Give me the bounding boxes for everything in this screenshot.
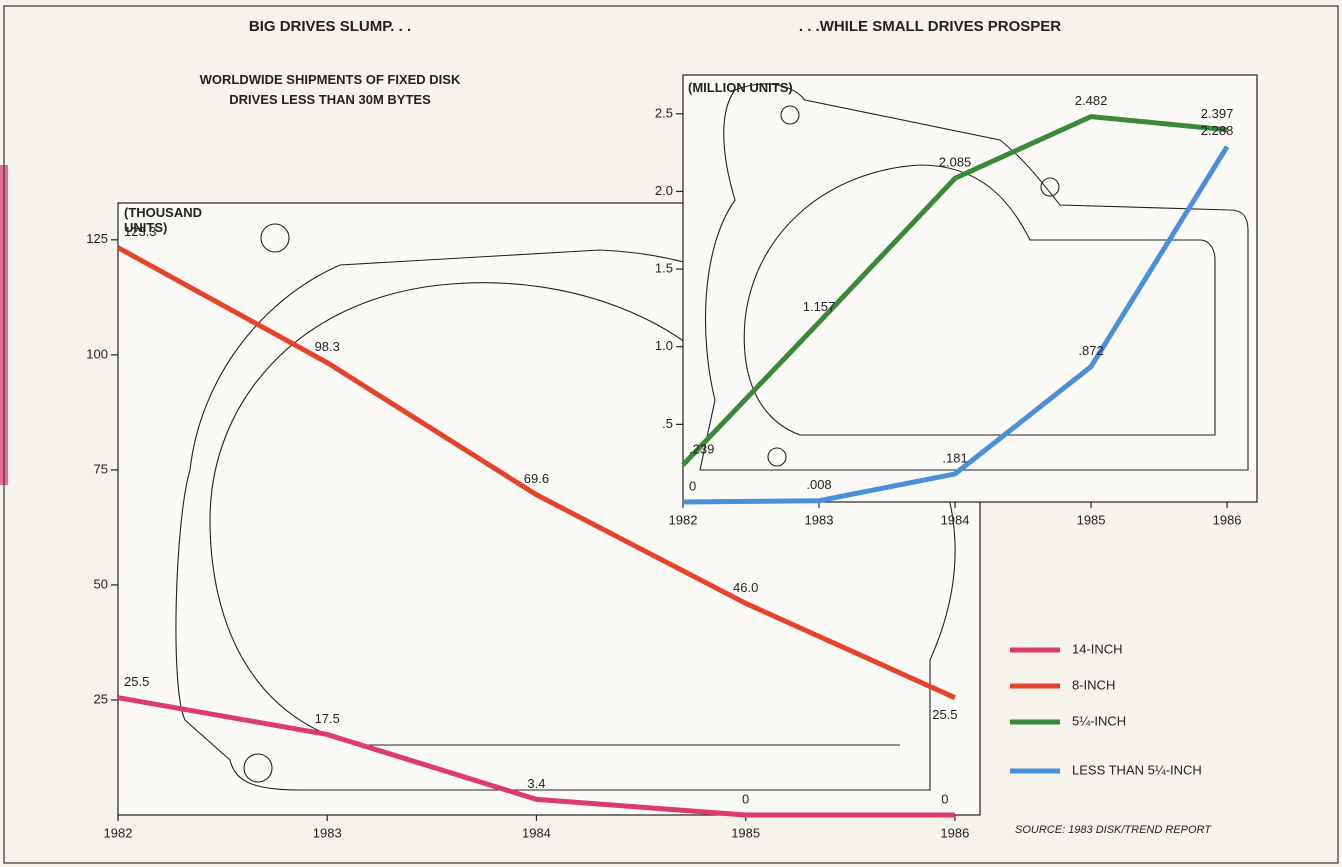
data-label: 98.3	[315, 339, 340, 354]
data-label: 0	[689, 478, 696, 493]
disk-hole	[243, 753, 273, 783]
x-tick-label: 1984	[522, 825, 551, 840]
data-label: .239	[689, 441, 714, 456]
data-label: .008	[806, 477, 831, 492]
y-tick-label: 50	[94, 576, 108, 591]
data-label: 1.157	[803, 299, 836, 314]
data-label: 3.4	[527, 776, 545, 791]
data-line	[681, 114, 1228, 467]
chart-title: . . .WHILE SMALL DRIVES PROSPER	[798, 18, 1062, 35]
data-label: 2.482	[1075, 93, 1108, 108]
y-axis-label: (MILLION UNITS)	[688, 80, 793, 95]
source-note: SOURCE: 1983 DISK/TREND REPORT	[1015, 824, 1212, 836]
x-tick-label: 1986	[940, 825, 969, 840]
disk-hole	[780, 105, 800, 125]
data-label: 69.6	[524, 471, 549, 486]
data-line	[682, 145, 1230, 505]
x-tick-label: 1984	[941, 512, 970, 527]
data-label: 25.5	[932, 707, 957, 722]
y-tick-label: 1.5	[655, 261, 673, 276]
data-label: 0	[941, 791, 948, 806]
legend-label: 14-INCH	[1072, 641, 1123, 656]
data-label: 17.5	[315, 711, 340, 726]
legend-label: 5¼-INCH	[1072, 713, 1126, 728]
disk-hole	[260, 223, 290, 253]
chart-title: BIG DRIVES SLUMP. . .	[248, 18, 412, 35]
data-label: 123.3	[124, 224, 157, 239]
x-tick-label: 1986	[1213, 512, 1242, 527]
frame	[3, 5, 1339, 864]
plot-area-2	[682, 74, 1258, 503]
disk-outline	[699, 83, 1249, 471]
data-label: 2.397	[1201, 106, 1234, 121]
disk-inner	[209, 282, 900, 746]
x-tick-label: 1982	[669, 512, 698, 527]
data-line	[117, 695, 955, 818]
legend-label: LESS THAN 5¼-INCH	[1072, 762, 1202, 777]
y-axis-label: (THOUSAND UNITS)	[124, 205, 202, 235]
y-tick-label: 100	[86, 346, 108, 361]
y-tick-label: .5	[662, 416, 673, 431]
chart-subtitle: WORLDWIDE SHIPMENTS OF FIXED DISK DRIVES…	[199, 72, 461, 107]
disk-hole	[1040, 177, 1060, 197]
data-label: 25.5	[124, 674, 149, 689]
x-tick-label: 1985	[731, 825, 760, 840]
y-tick-label: 2.0	[655, 183, 673, 198]
y-tick-label: 125	[86, 231, 108, 246]
disk-hole	[767, 447, 787, 467]
data-label: 2.085	[939, 155, 972, 170]
data-label: 2.288	[1201, 123, 1234, 138]
x-tick-label: 1983	[313, 825, 342, 840]
x-tick-label: 1985	[1077, 512, 1106, 527]
y-tick-label: 2.5	[655, 105, 673, 120]
data-label: 0	[742, 791, 749, 806]
legend-label: 8-INCH	[1072, 677, 1115, 692]
data-label: 46.0	[733, 580, 758, 595]
data-label: .181	[942, 450, 967, 465]
x-tick-label: 1982	[104, 825, 133, 840]
data-label: .872	[1078, 343, 1103, 358]
y-tick-label: 1.0	[655, 338, 673, 353]
y-tick-label: 25	[94, 691, 108, 706]
data-line	[116, 245, 956, 700]
x-tick-label: 1983	[805, 512, 834, 527]
y-tick-label: 75	[94, 461, 108, 476]
